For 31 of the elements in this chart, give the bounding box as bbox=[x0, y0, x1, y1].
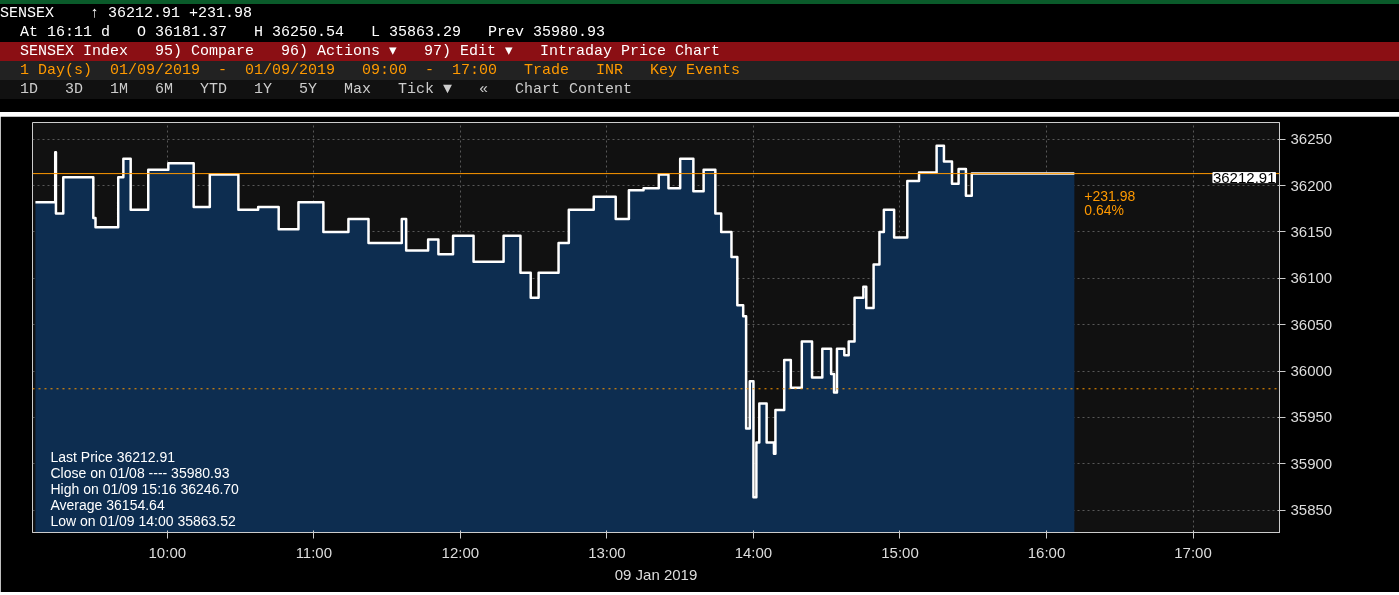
x-tick-label: 17:00 bbox=[1174, 543, 1212, 561]
text: 1 Day(s) 01/09/2019 - 01/09/2019 09:00 - 17:00 Trade INR Key Events bbox=[0, 61, 1399, 80]
y-tick-label: 35950 bbox=[1290, 408, 1333, 426]
annotation: Close on 01/08 ---- 35980.93 bbox=[50, 464, 230, 481]
ref-line-label: 36212.91 bbox=[1212, 168, 1276, 186]
x-tick-label: 11:00 bbox=[295, 543, 333, 561]
y-tick-label: 36150 bbox=[1290, 222, 1333, 240]
x-tick-label: 12:00 bbox=[441, 543, 480, 561]
y-tick-label: 35900 bbox=[1290, 454, 1333, 472]
annotation: Low on 01/09 14:00 35863.52 bbox=[50, 512, 236, 529]
x-tick-label: 10:00 bbox=[148, 543, 187, 561]
x-tick-label: 16:00 bbox=[1027, 543, 1066, 561]
annotation: +231.98 bbox=[1084, 187, 1136, 204]
text: 1D 3D 1M 6M YTD 1Y 5Y Max Tick ▼ « Chart Content bbox=[0, 80, 1399, 99]
chart-title: SENSEX ↑ 36212.91 +231.98 bbox=[0, 5, 253, 22]
annotation: 0.64% bbox=[1084, 201, 1125, 218]
annotation: High on 01/09 15:16 36246.70 bbox=[50, 480, 240, 497]
x-tick-label: 14:00 bbox=[734, 543, 773, 561]
y-tick-label: 36200 bbox=[1290, 176, 1333, 194]
text: SENSEX Index 95) Compare 96) Actions ▾ 97) Edit ▾ Intraday Price Chart bbox=[0, 42, 1399, 61]
x-tick-label: 13:00 bbox=[588, 543, 626, 561]
annotation: Average 36154.64 bbox=[50, 496, 165, 513]
y-tick-label: 35850 bbox=[1290, 501, 1333, 519]
annotation: Last Price 36212.91 bbox=[50, 448, 176, 465]
x-axis-title: 09 Jan 2019 bbox=[614, 565, 698, 583]
y-tick-label: 36000 bbox=[1290, 362, 1333, 380]
x-tick-label: 15:00 bbox=[881, 543, 919, 561]
y-tick-label: 36100 bbox=[1290, 269, 1333, 287]
y-tick-label: 36050 bbox=[1290, 315, 1333, 333]
y-tick-label: 36250 bbox=[1290, 130, 1333, 148]
text: At 16:11 d O 36181.37 H 36250.54 L 35863.29 Prev 35980.93 bbox=[0, 23, 1399, 42]
